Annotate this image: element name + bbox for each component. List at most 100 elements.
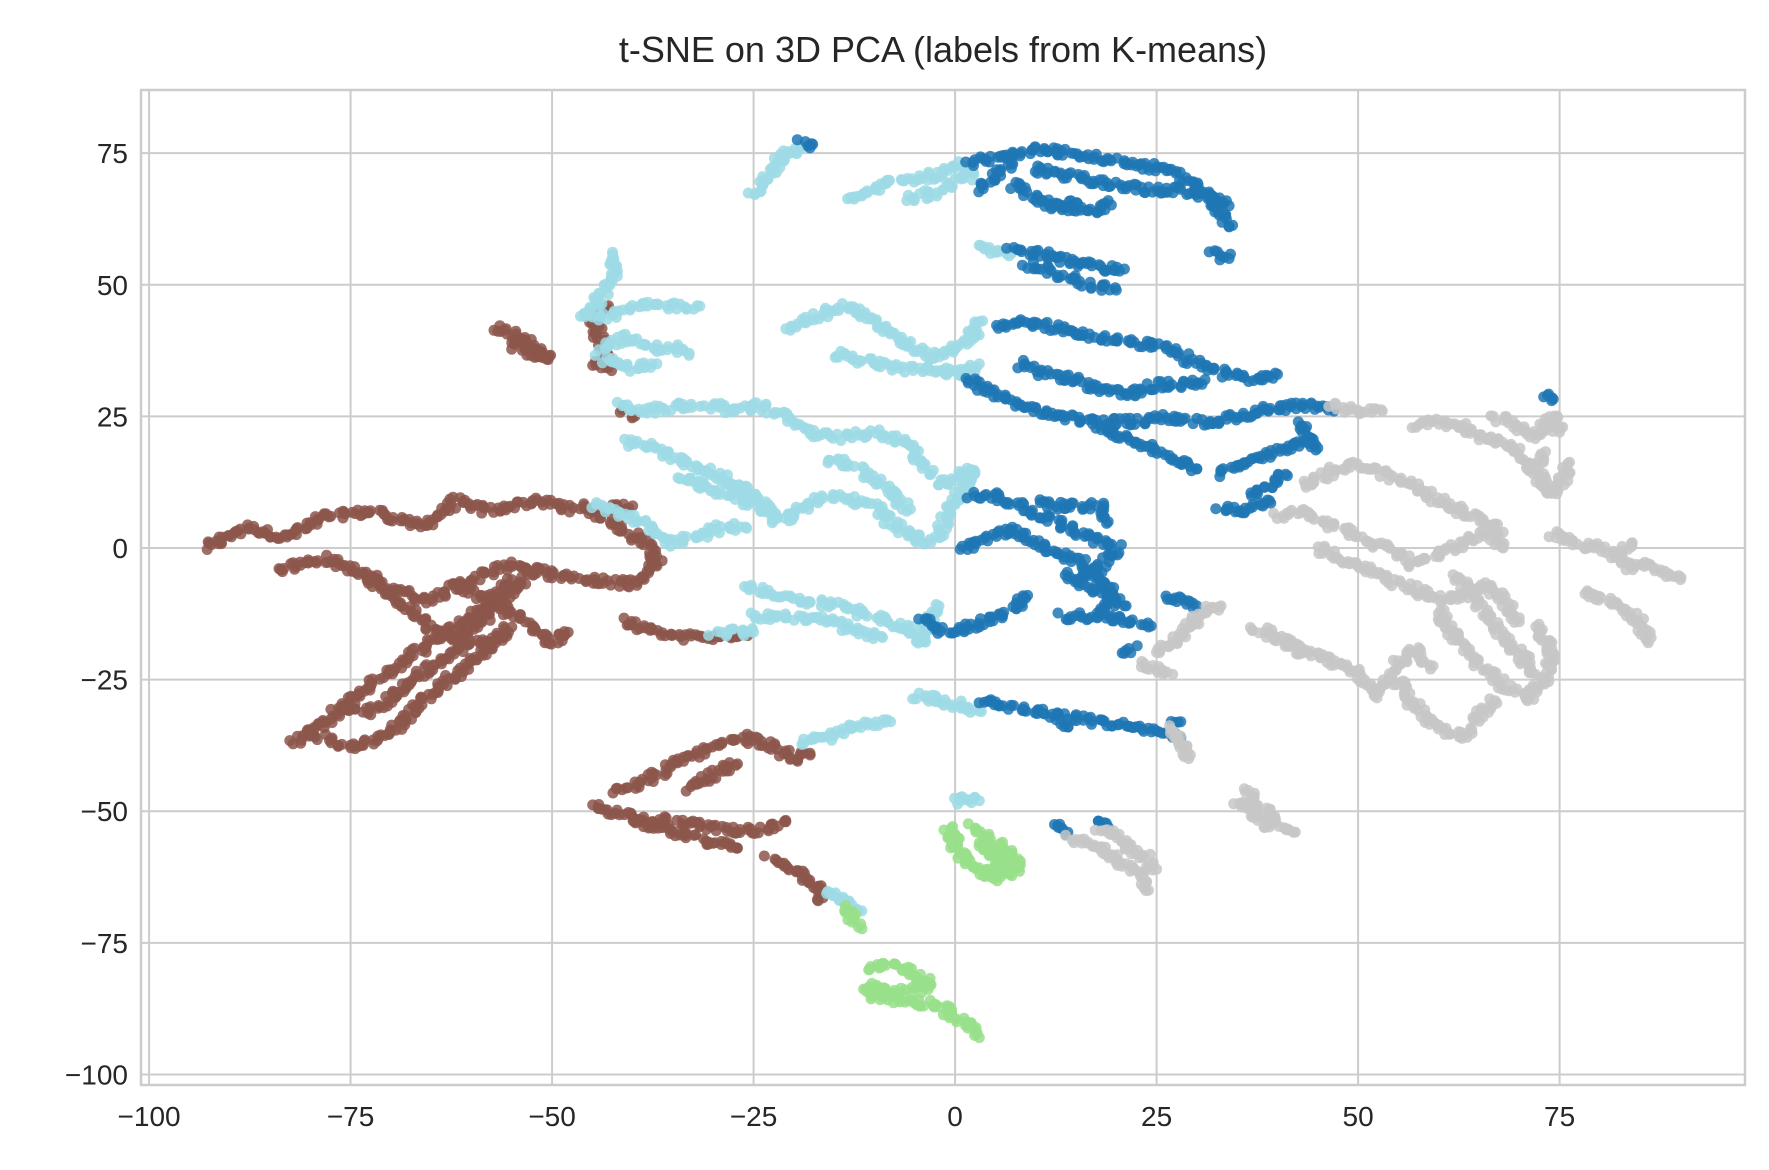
scatter-point xyxy=(444,621,456,633)
scatter-point xyxy=(1191,463,1203,475)
scatter-point xyxy=(1328,521,1340,533)
scatter-point xyxy=(756,505,768,517)
scatter-point xyxy=(1223,200,1235,212)
scatter-point xyxy=(925,468,937,480)
scatter-point xyxy=(885,716,897,728)
scatter-point xyxy=(973,316,985,328)
scatter-point xyxy=(613,305,625,317)
scatter-point xyxy=(1264,402,1276,414)
scatter-point xyxy=(1118,647,1130,659)
scatter-point xyxy=(974,613,986,625)
scatter-point xyxy=(891,496,903,508)
scatter-point xyxy=(372,702,384,714)
scatter-point xyxy=(804,596,816,608)
scatter-point xyxy=(1554,426,1566,438)
scatter-point xyxy=(1041,515,1053,527)
scatter-point xyxy=(901,195,913,207)
scatter-point xyxy=(1118,600,1130,612)
scatter-point xyxy=(768,408,780,420)
scatter-point xyxy=(1054,522,1066,534)
scatter-point xyxy=(992,244,1004,256)
scatter-point xyxy=(604,517,616,528)
scatter-point xyxy=(1102,516,1114,528)
scatter-point xyxy=(968,160,979,172)
scatter-point xyxy=(683,475,695,487)
scatter-point xyxy=(292,522,304,534)
scatter-point xyxy=(656,627,668,639)
scatter-point xyxy=(932,520,944,531)
scatter-point xyxy=(770,611,782,623)
scatter-point xyxy=(652,822,664,834)
scatter-point xyxy=(817,492,829,504)
scatter-point xyxy=(412,669,423,681)
scatter-point xyxy=(748,626,760,638)
scatter-point xyxy=(374,673,386,685)
scatter-point xyxy=(1016,146,1028,158)
scatter-point xyxy=(1074,416,1086,428)
scatter-point xyxy=(1050,199,1062,211)
scatter-point xyxy=(690,748,702,760)
scatter-point xyxy=(1283,639,1295,651)
scatter-point xyxy=(1105,155,1117,167)
scatter-point xyxy=(1544,411,1555,423)
scatter-point xyxy=(691,300,703,312)
scatter-point xyxy=(1070,529,1082,541)
scatter-point xyxy=(1296,647,1308,659)
scatter-point xyxy=(812,895,824,907)
scatter-point xyxy=(408,642,420,654)
cluster-series xyxy=(1060,397,1687,897)
scatter-point xyxy=(1103,538,1115,550)
scatter-point xyxy=(530,563,542,575)
scatter-point xyxy=(1006,158,1017,170)
scatter-point xyxy=(505,560,517,572)
scatter-point xyxy=(420,623,432,635)
chart-title: t-SNE on 3D PCA (labels from K-means) xyxy=(619,29,1267,70)
scatter-point xyxy=(659,759,671,771)
scatter-point xyxy=(1223,221,1235,233)
scatter-point xyxy=(893,993,905,1004)
scatter-point xyxy=(1384,469,1396,480)
scatter-point xyxy=(462,587,474,599)
scatter-point xyxy=(973,697,985,709)
scatter-point xyxy=(902,338,914,349)
scatter-point xyxy=(1125,334,1137,346)
scatter-point xyxy=(1626,537,1638,549)
scatter-point xyxy=(1175,716,1187,728)
scatter-point xyxy=(506,621,518,633)
scatter-point xyxy=(1102,195,1114,207)
scatter-point xyxy=(1040,546,1052,558)
scatter-point xyxy=(620,782,632,794)
scatter-point xyxy=(1222,500,1234,512)
scatter-point xyxy=(1469,601,1481,613)
scatter-point xyxy=(1425,663,1437,675)
scatter-point xyxy=(1073,577,1085,589)
scatter-point xyxy=(629,438,641,450)
scatter-point xyxy=(946,702,958,713)
scatter-point xyxy=(1099,330,1111,342)
scatter-point xyxy=(1082,205,1094,217)
scatter-point xyxy=(643,567,654,579)
scatter-point xyxy=(623,404,635,416)
scatter-point xyxy=(568,570,580,582)
scatter-point xyxy=(1546,395,1558,407)
scatter-point xyxy=(877,632,888,643)
scatter-point xyxy=(1419,553,1431,565)
scatter-point xyxy=(1098,414,1110,426)
scatter-point xyxy=(311,734,323,746)
scatter-point xyxy=(1199,374,1211,386)
scatter-point xyxy=(1173,181,1185,193)
scatter-point xyxy=(1308,473,1320,485)
scatter-point xyxy=(653,299,665,311)
scatter-point xyxy=(1272,368,1283,380)
scatter-point xyxy=(325,703,337,715)
scatter-point xyxy=(1562,458,1574,470)
scatter-point xyxy=(943,478,954,490)
scatter-point xyxy=(916,462,928,474)
scatter-point xyxy=(1087,537,1099,549)
scatter-point xyxy=(998,606,1010,618)
scatter-point xyxy=(694,400,706,412)
scatter-point xyxy=(1537,455,1549,467)
scatter-point xyxy=(564,499,576,511)
